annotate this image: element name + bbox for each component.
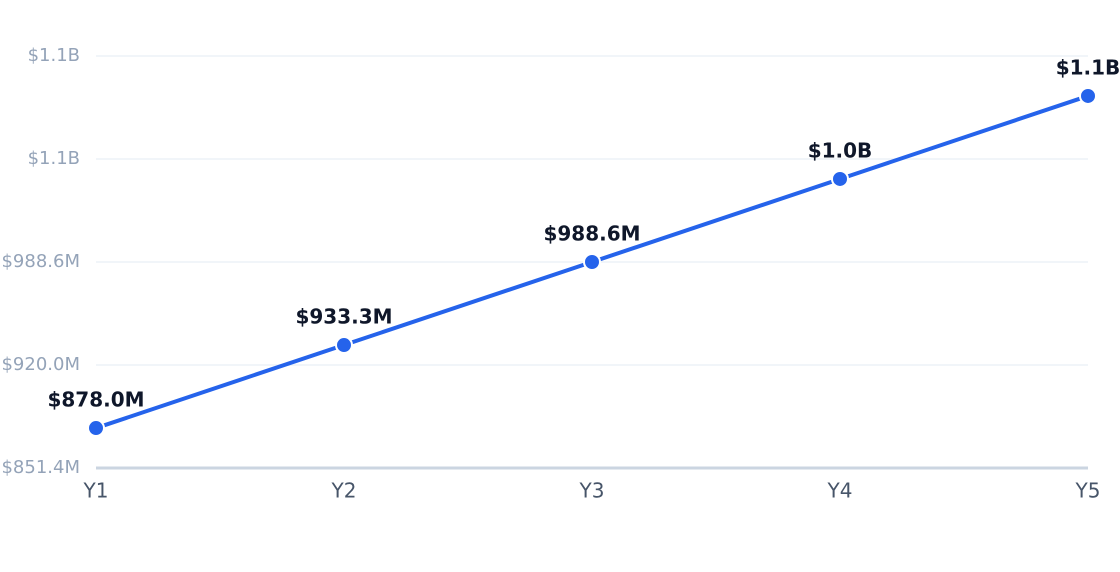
data-point [831,169,849,188]
x-tick-label: Y2 [331,479,357,503]
y-tick-label: $988.6M [1,251,80,272]
y-tick-label: $851.4M [1,457,80,478]
y-tick-label: $920.0M [1,354,80,375]
x-tick-label: Y4 [827,479,853,503]
data-point [335,336,353,355]
data-point [87,419,105,438]
value-label: $988.6M [543,222,640,246]
x-tick-label: Y5 [1075,479,1101,503]
x-tick-label: Y3 [579,479,605,503]
y-tick-label: $1.1B [28,148,80,169]
y-tick-label: $1.1B [28,45,80,66]
data-point [1079,86,1097,105]
value-label: $1.0B [808,138,873,162]
x-tick-label: Y1 [83,479,109,503]
value-label: $1.1B [1056,55,1120,79]
data-point [583,253,601,271]
value-label: $878.0M [47,388,144,412]
value-label: $933.3M [295,305,392,329]
